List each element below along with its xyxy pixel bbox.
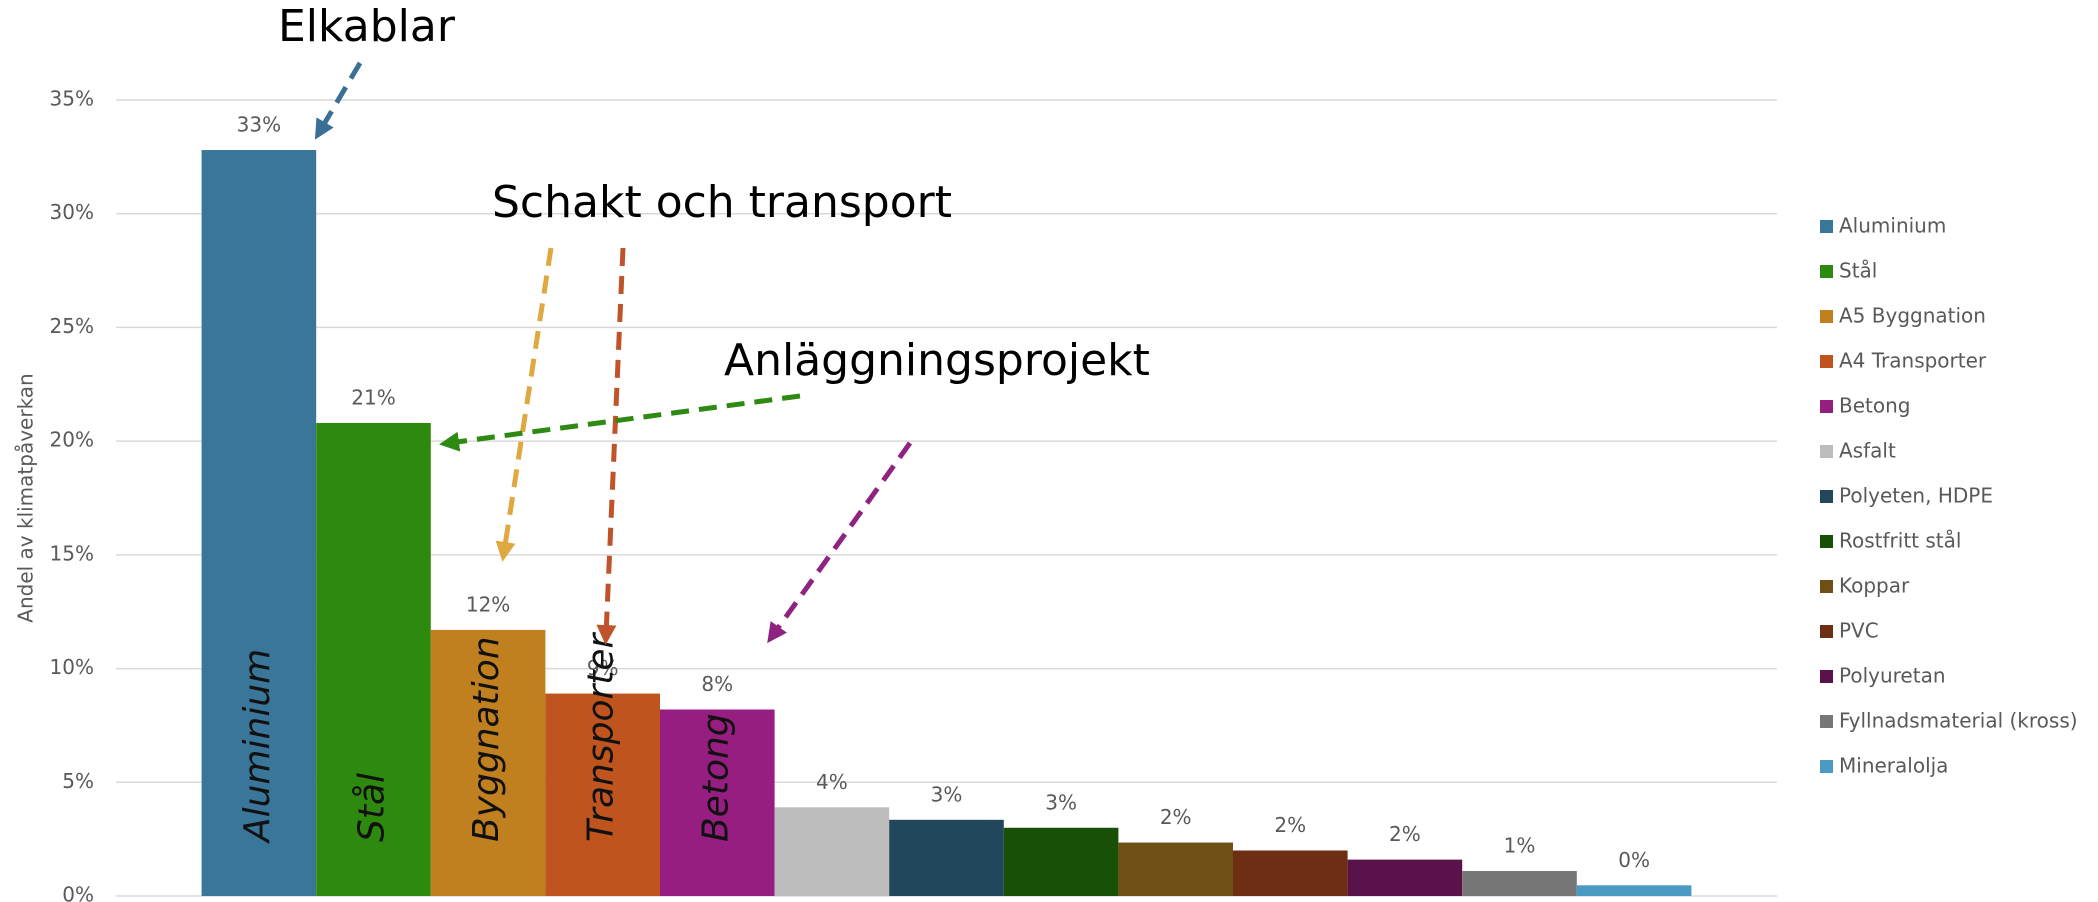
annotation: Anläggningsprojekt xyxy=(724,335,1150,386)
value-label: 21% xyxy=(351,385,395,409)
value-label: 1% xyxy=(1504,833,1536,857)
bar xyxy=(1576,885,1692,896)
bar-label: Stål xyxy=(352,773,393,842)
y-tick-label: 30% xyxy=(50,200,94,224)
bar xyxy=(1462,870,1577,896)
arrow xyxy=(767,441,913,644)
bar-label: Betong xyxy=(695,713,736,842)
legend-label: Betong xyxy=(1839,394,1910,418)
annotation-arrows xyxy=(314,61,913,645)
value-label: 0% xyxy=(1618,848,1650,872)
legend-swatch xyxy=(1820,310,1833,323)
legend-label: Polyuretan xyxy=(1839,664,1946,688)
y-tick-label: 0% xyxy=(62,883,94,902)
annotation: Elkablar xyxy=(278,1,456,52)
value-label: 2% xyxy=(1274,813,1306,837)
bar xyxy=(660,709,775,896)
legend-label: A5 Byggnation xyxy=(1839,304,1986,328)
bar xyxy=(316,422,431,896)
plot-area: 0% 5% 10% 15% 20% 25% 30% 35% 33% 21% 12% 9% 8% 4% 3% 3… xyxy=(50,87,1777,902)
legend-swatch xyxy=(1820,580,1833,593)
arrow xyxy=(596,247,626,645)
arrow xyxy=(495,247,554,562)
bar-label: Transporter xyxy=(581,631,622,842)
value-label: 12% xyxy=(466,592,510,616)
y-tick-label: 20% xyxy=(50,428,94,452)
y-tick-label: 10% xyxy=(50,655,94,679)
arrow xyxy=(439,393,801,452)
y-axis-label: Andel av klimatpåverkan xyxy=(14,373,38,622)
legend-swatch xyxy=(1820,535,1833,548)
bar xyxy=(201,150,317,896)
bar xyxy=(774,807,890,896)
value-label: 9% xyxy=(587,656,619,680)
y-tick-label: 35% xyxy=(50,87,94,111)
y-tick-label: 5% xyxy=(62,769,94,793)
legend-label: Polyeten, HDPE xyxy=(1839,484,1993,508)
bar xyxy=(545,693,660,896)
legend-swatch xyxy=(1820,445,1833,458)
legend-label: Aluminium xyxy=(1839,214,1946,238)
annotation: Schakt och transport xyxy=(492,177,952,228)
legend-swatch xyxy=(1820,490,1833,503)
legend-swatch xyxy=(1820,670,1833,683)
bar xyxy=(1347,859,1463,896)
legend-label: Stål xyxy=(1839,259,1877,283)
value-label: 33% xyxy=(237,113,281,137)
y-tick-label: 15% xyxy=(50,541,94,565)
value-label: 4% xyxy=(816,770,848,794)
bar-label: Aluminium xyxy=(237,649,278,844)
legend-label: Koppar xyxy=(1839,574,1910,598)
legend: Aluminium Stål A5 Byggnation A4 Transporter… xyxy=(1820,214,2078,778)
legend-swatch xyxy=(1820,400,1833,413)
legend-swatch xyxy=(1820,220,1833,233)
value-label: 3% xyxy=(931,782,963,806)
legend-label: Asfalt xyxy=(1839,439,1896,463)
bar xyxy=(1003,827,1119,896)
legend-swatch xyxy=(1820,265,1833,278)
bar xyxy=(1233,850,1348,896)
value-label: 8% xyxy=(701,672,733,696)
arrow xyxy=(314,61,363,140)
legend-label: A4 Transporter xyxy=(1839,349,1987,373)
bar-label: Byggnation xyxy=(466,636,507,842)
legend-label: Mineralolja xyxy=(1839,754,1948,778)
legend-label: Rostfritt stål xyxy=(1839,529,1961,553)
legend-label: Fyllnadsmaterial (kross) xyxy=(1839,709,2078,733)
legend-swatch xyxy=(1820,760,1833,773)
legend-label: PVC xyxy=(1839,619,1879,643)
bar xyxy=(1118,842,1233,896)
legend-swatch xyxy=(1820,715,1833,728)
value-label: 2% xyxy=(1160,805,1192,829)
bar xyxy=(430,629,546,896)
value-label: 2% xyxy=(1389,822,1421,846)
bar xyxy=(889,819,1004,896)
legend-swatch xyxy=(1820,355,1833,368)
y-tick-label: 25% xyxy=(50,314,94,338)
value-label: 3% xyxy=(1045,790,1077,814)
legend-swatch xyxy=(1820,625,1833,638)
